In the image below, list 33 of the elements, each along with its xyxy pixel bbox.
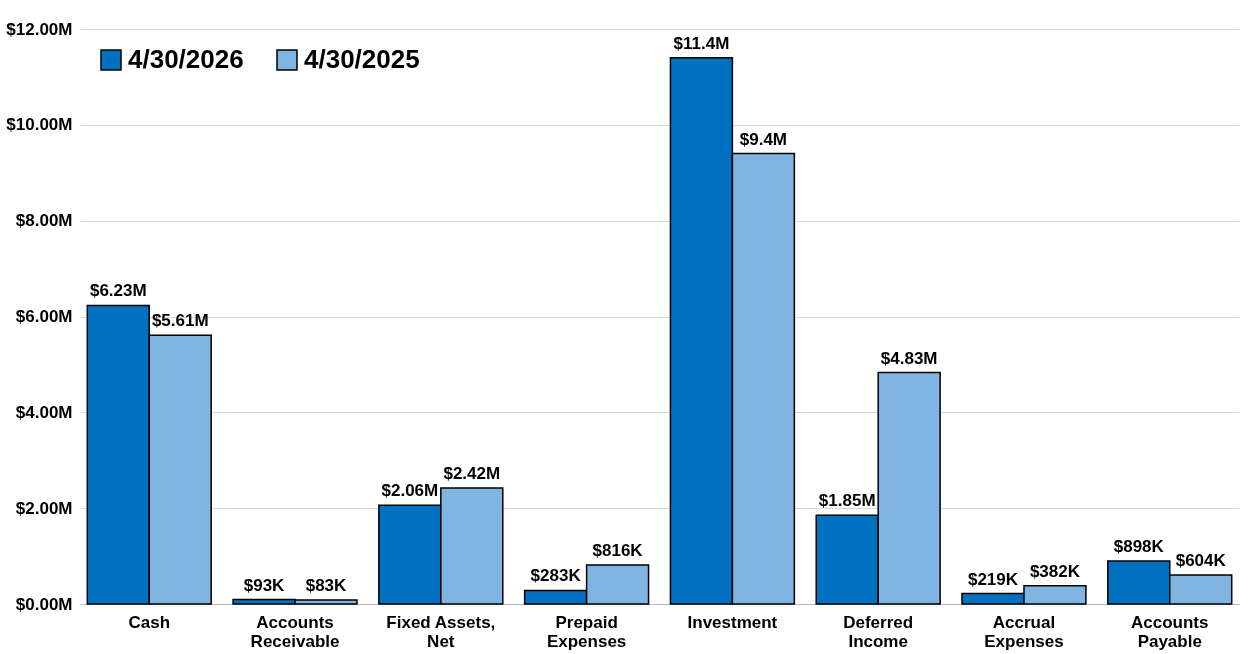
y-tick-label: $0.00M	[15, 594, 73, 614]
x-tick-label: Accounts Payable	[1131, 612, 1209, 651]
data-label: $2.06M	[381, 481, 439, 501]
data-label: $6.23M	[89, 281, 147, 301]
x-tick-label: Fixed Assets, Net	[386, 612, 496, 651]
data-label: $4.83M	[880, 348, 938, 368]
y-tick-label: $12.00M	[6, 19, 73, 39]
y-tick-label: $4.00M	[15, 402, 73, 422]
data-label: $283K	[530, 566, 582, 586]
data-label: $816K	[592, 540, 644, 560]
legend-label: 4/30/2026	[128, 44, 244, 74]
x-tick-label: Accounts Receivable	[250, 612, 340, 651]
x-tick-label: Accrual Expenses	[984, 612, 1064, 651]
data-label: $93K	[243, 575, 286, 595]
y-tick-label: $8.00M	[15, 211, 73, 231]
data-label: $898K	[1113, 536, 1165, 556]
data-label: $9.4M	[739, 129, 787, 149]
y-tick-label: $2.00M	[15, 498, 73, 518]
legend-label: 4/30/2025	[304, 44, 420, 74]
x-tick-label: Cash	[128, 612, 171, 632]
y-tick-label: $6.00M	[15, 307, 73, 326]
data-label: $604K	[1175, 551, 1227, 571]
data-label: $83K	[305, 576, 348, 596]
data-label: $219K	[967, 569, 1019, 589]
data-label: $2.42M	[443, 464, 501, 484]
x-tick-label: Investment	[687, 612, 778, 632]
x-tick-label: Prepaid Expenses	[546, 612, 627, 651]
x-tick-label: Deferred Income	[843, 612, 914, 651]
data-label: $5.61M	[151, 311, 209, 331]
data-label: $382K	[1029, 561, 1081, 581]
y-tick-label: $10.00M	[6, 115, 73, 135]
data-label: $1.85M	[818, 491, 876, 511]
data-label: $11.4M	[673, 33, 730, 53]
